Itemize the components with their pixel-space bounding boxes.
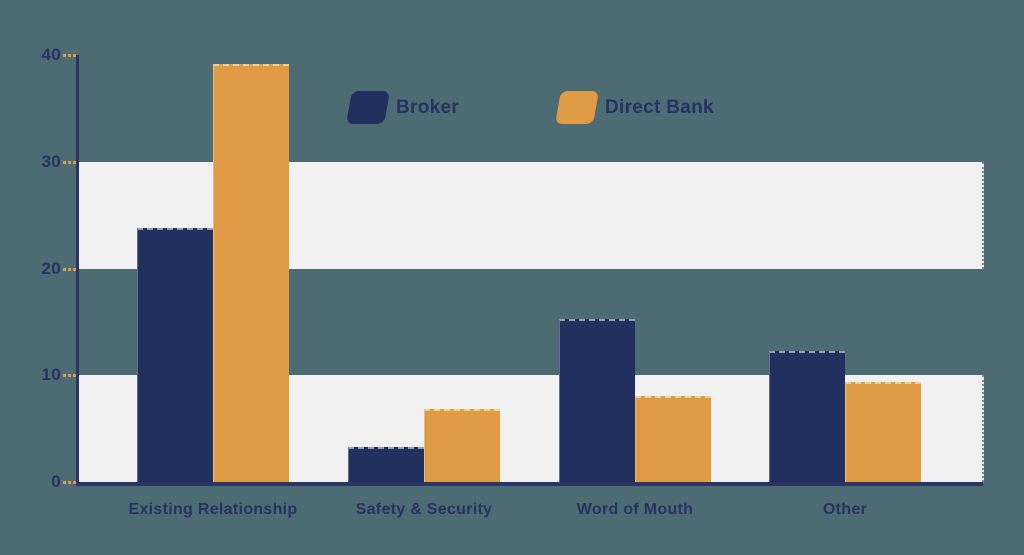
y-axis-tick-label: 0 [51, 472, 61, 491]
y-axis-tick-label: 10 [41, 365, 61, 385]
y-axis-line [76, 55, 79, 486]
bar-direct-bank-word-of-mouth [635, 395, 711, 482]
x-axis-category-label: Safety & Security [355, 501, 493, 518]
legend-swatch-broker [346, 91, 390, 124]
x-axis-category-label: Other [822, 501, 868, 518]
bar-broker-safety-security [348, 446, 424, 482]
y-axis-tick-mark [63, 267, 76, 271]
bar-broker-other [769, 350, 845, 482]
legend-item-direct-bank: Direct Bank [555, 91, 714, 124]
legend-label-direct-bank: Direct Bank [605, 96, 714, 118]
bar-broker-existing-relationship [137, 227, 213, 482]
y-axis-tick-mark [63, 374, 76, 378]
x-axis-line [76, 482, 983, 486]
y-axis-tick-label: 20 [41, 258, 61, 278]
legend-item-broker: Broker [346, 91, 460, 124]
bar-direct-bank-safety-security [424, 409, 500, 482]
bar-broker-word-of-mouth [559, 318, 635, 482]
bar-direct-bank-other [845, 381, 921, 482]
bar-direct-bank-existing-relationship [213, 63, 289, 482]
y-axis-tick-mark [63, 160, 76, 164]
legend-swatch-direct-bank [555, 91, 599, 124]
x-axis-category-label: Word of Mouth [576, 501, 694, 518]
legend-label-broker: Broker [396, 96, 460, 118]
y-axis-tick-label: 30 [41, 151, 61, 171]
y-axis-tick-mark [63, 481, 76, 484]
y-axis-tick-mark [63, 54, 76, 57]
y-axis-tick-label: 40 [41, 45, 61, 64]
x-axis-category-label: Existing Relationship [128, 501, 298, 518]
